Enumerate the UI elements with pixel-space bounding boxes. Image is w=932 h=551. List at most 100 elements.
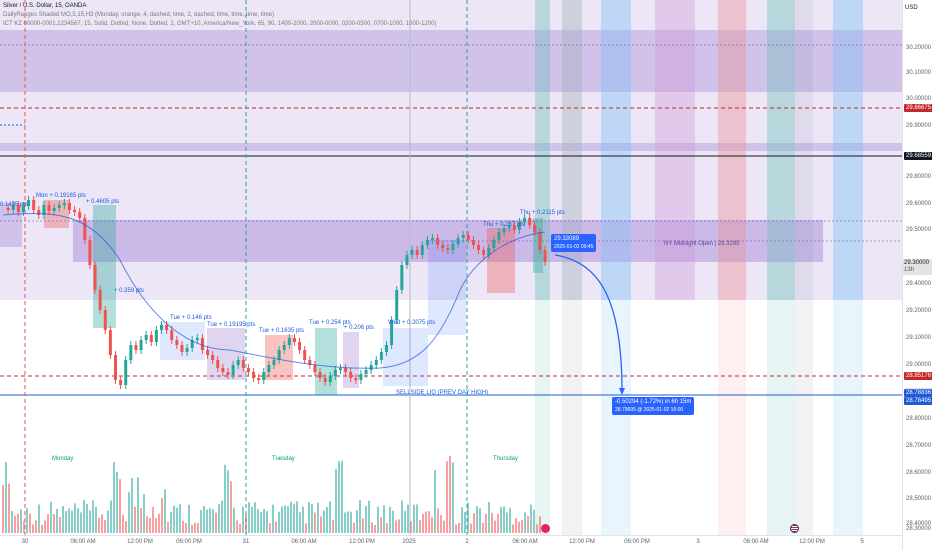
volume-bar [101,514,103,533]
candle [364,370,368,374]
candle [32,200,36,210]
candle [257,378,261,380]
time-axis[interactable]: 30 06:00 AM 12:00 PM 06:00 PM 31 06:00 AM 12:0… [0,535,902,551]
price-tick: 29.00000 [906,362,932,368]
tradingview-logo-icon[interactable] [541,524,550,533]
volume-bar [233,507,235,533]
candle [180,345,184,352]
volume-bar [140,508,142,533]
volume-bar [2,485,4,533]
volume-bar [524,512,526,533]
candle [124,360,128,385]
volume-bar [449,456,451,533]
volume-bar [170,511,172,533]
volume-bar [92,500,94,533]
time-tick: 06:00 AM [743,539,769,545]
candle [175,340,179,345]
price-chart[interactable] [0,0,902,535]
candle [149,335,153,342]
volume-bar [314,512,316,533]
volume-bar [14,515,16,533]
current-price-countdown: 13h [904,267,915,273]
price-tick: 28.50000 [906,496,932,502]
volume-bar [506,512,508,533]
volume-bar [479,508,481,533]
volume-bar [470,523,472,533]
volume-bar [68,508,70,533]
volume-bar [74,503,76,533]
volume-bar [341,460,343,533]
volume-bar [530,504,532,533]
candle [103,310,107,330]
session-stripe [655,0,695,300]
candle [318,372,322,378]
candle [206,350,210,355]
session-column [562,0,582,535]
killzone-band-upper [0,30,902,92]
tooltip-top-price: 29.33089 [554,236,580,242]
session-column [601,0,631,535]
volume-bar [224,464,226,533]
volume-bar [200,510,202,533]
volume-bar [395,520,397,533]
volume-bar [20,509,22,533]
volume-bar [80,512,82,533]
volume-bar [230,481,232,533]
volume-bar [167,521,169,533]
time-tick: 2 [465,539,469,545]
chart-area[interactable]: Silver / U.S. Dollar, 15, OANDA DailyRan… [0,0,902,535]
price-tick: 29.40000 [906,281,932,287]
volume-bar [443,520,445,533]
volume-bar [302,506,304,533]
volume-bar [35,520,37,533]
volume-bar [185,522,187,533]
volume-bar [386,523,388,533]
volume-bar [383,505,385,533]
volume-bar [317,502,319,533]
candle [108,330,112,355]
volume-bar [401,500,403,533]
candle [119,380,123,385]
candle [379,352,383,360]
volume-bar [512,524,514,533]
candle [425,240,429,245]
volume-bar [440,515,442,533]
candle [543,250,547,262]
volume-bar [293,503,295,533]
time-tick: 06:00 AM [291,539,317,545]
price-level-badge: 28.78836 [904,389,932,397]
volume-bar [404,510,406,533]
volume-bar [59,516,61,533]
candle [298,342,302,350]
volume-bar [86,504,88,533]
price-level-badge: 28.78495 [904,397,932,405]
volume-bar [95,506,97,533]
candle [497,232,501,240]
volume-bar [521,520,523,533]
volume-bar [365,505,367,533]
candle [129,345,133,360]
annotation-sellside: SELLSIDE LIQ (PREV DAY HIGH) [396,390,489,396]
volume-bar [473,513,475,533]
killzone-band [0,0,902,300]
volume-bar [491,512,493,533]
volume-bar [98,517,100,533]
volume-bar [23,520,25,533]
volume-bar [305,523,307,533]
volume-bar [248,502,250,533]
candle [88,240,92,265]
volume-bar [179,504,181,533]
candle [185,348,189,352]
session-stripe [718,0,746,300]
volume-bar [188,504,190,533]
candle [277,350,281,360]
us-flag-icon [790,524,799,533]
volume-bar [371,522,373,533]
volume-bar [17,513,19,533]
currency-label[interactable]: USD [905,5,918,11]
volume-bar [416,504,418,533]
price-axis[interactable]: 30.20000 30.10000 30.00000 29.90000 29.80000… [902,0,932,550]
current-price-value: 29.30000 [904,260,930,266]
price-tick: 28.30000 [906,526,932,532]
volume-bar [44,520,46,533]
